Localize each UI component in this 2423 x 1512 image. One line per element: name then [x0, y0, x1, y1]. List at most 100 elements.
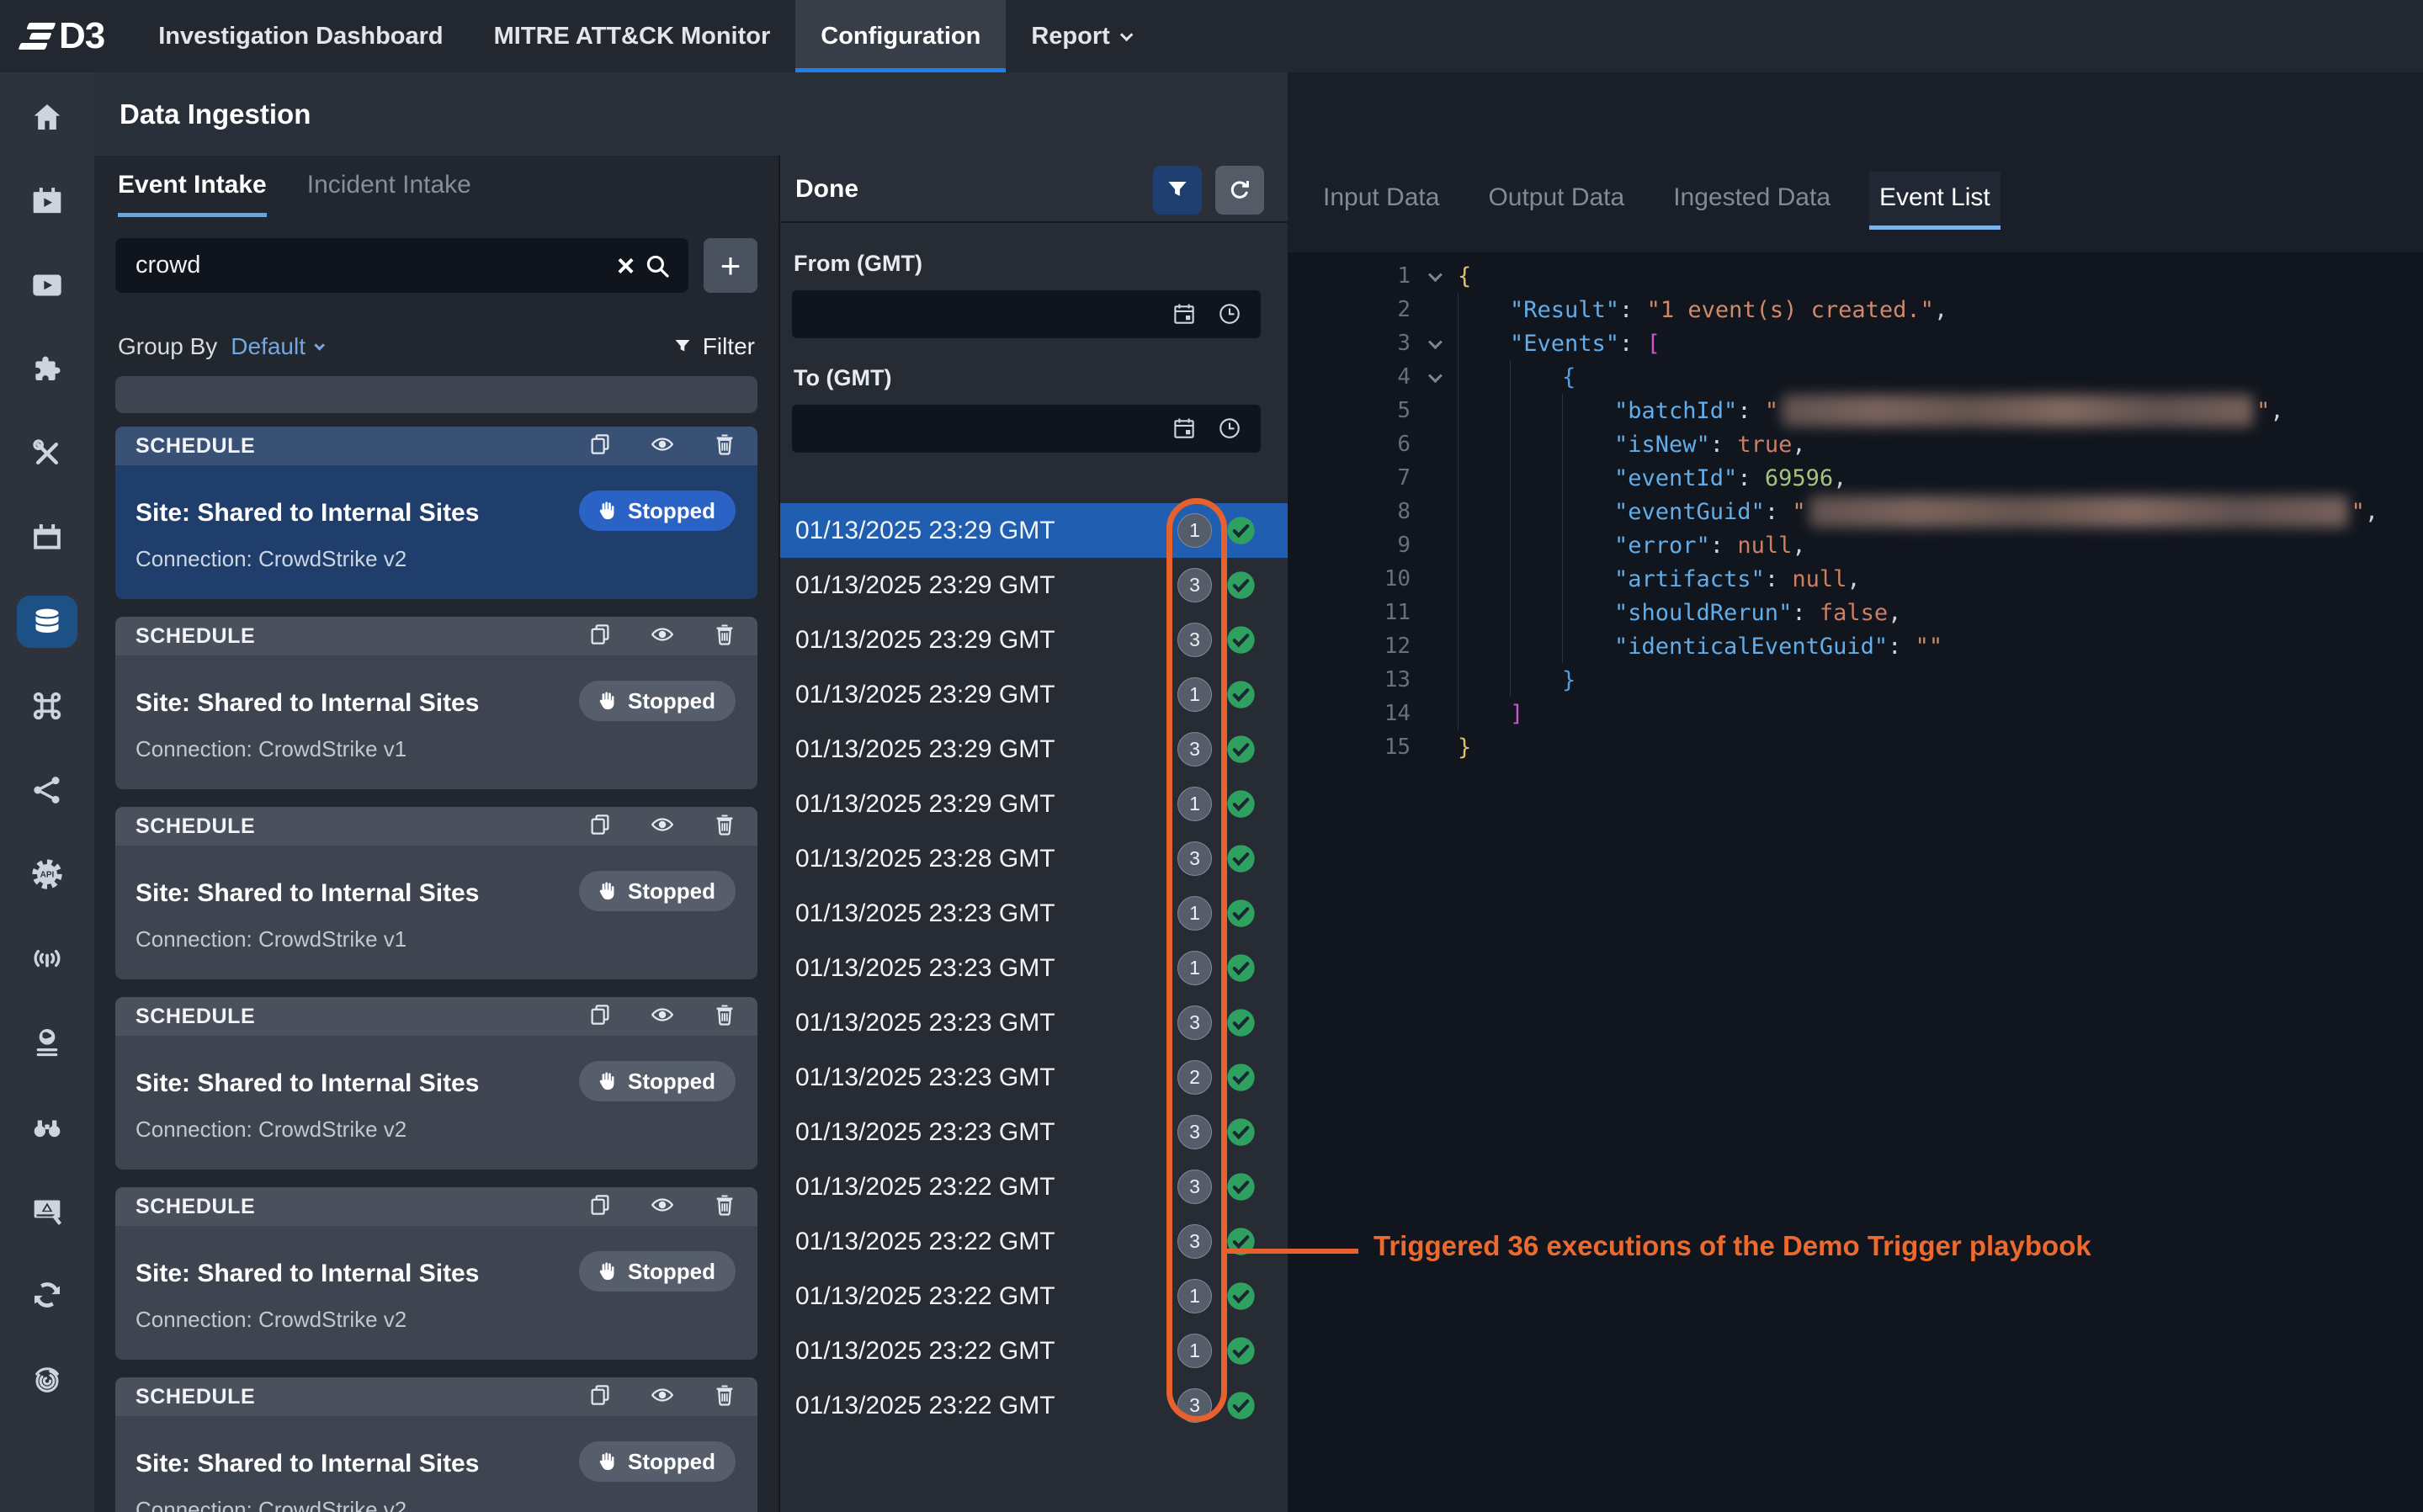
from-gmt-input[interactable] — [792, 290, 1261, 338]
schedule-card[interactable]: SCHEDULE Site: Shared to Internal Sites St… — [115, 427, 757, 599]
status-badge-stopped[interactable]: Stopped — [579, 871, 736, 911]
ingestion-run-row[interactable]: 01/13/2025 23:22 GMT 3 — [780, 1214, 1288, 1269]
sidebar-item-data-ingestion-database-icon[interactable] — [17, 596, 77, 648]
tab-event-intake[interactable]: Event Intake — [118, 171, 267, 217]
calendar-icon[interactable] — [1172, 416, 1197, 441]
status-badge-stopped[interactable]: Stopped — [579, 681, 736, 721]
sidebar-item-integrations-puzzle-icon[interactable] — [17, 343, 77, 395]
tab-output-data[interactable]: Output Data — [1488, 183, 1625, 211]
clear-search-icon[interactable]: × — [616, 247, 635, 283]
copy-button[interactable] — [587, 1192, 613, 1222]
to-gmt-input[interactable] — [792, 405, 1261, 453]
ingestion-run-row[interactable]: 01/13/2025 23:29 GMT 3 — [780, 613, 1288, 667]
indent-guide — [1458, 394, 1510, 427]
code-token: } — [1458, 734, 1472, 761]
ingestion-run-row[interactable]: 01/13/2025 23:23 GMT 2 — [780, 1050, 1288, 1105]
tab-event-list[interactable]: Event List — [1869, 172, 2001, 230]
ingestion-run-row[interactable]: 01/13/2025 23:29 GMT 1 — [780, 667, 1288, 722]
view-button[interactable] — [650, 1192, 675, 1222]
schedule-card[interactable]: SCHEDULE Site: Shared to Internal Sites St… — [115, 807, 757, 979]
search-input[interactable] — [115, 252, 608, 279]
collapse-chevron-icon[interactable] — [1427, 335, 1443, 350]
view-button[interactable] — [650, 622, 675, 651]
copy-button[interactable] — [587, 1002, 613, 1032]
sidebar-item-search-binoculars-icon[interactable] — [17, 1101, 77, 1153]
ingestion-run-row[interactable]: 01/13/2025 23:23 GMT 3 — [780, 1105, 1288, 1159]
code-line: 3 "Events": [ — [1288, 326, 2423, 360]
group-by-dropdown[interactable]: Default — [231, 333, 325, 360]
tab-incident-intake[interactable]: Incident Intake — [306, 171, 471, 199]
status-badge-stopped[interactable]: Stopped — [579, 491, 736, 531]
add-intake-button[interactable]: + — [704, 238, 757, 293]
queue-refresh-button[interactable] — [1215, 166, 1264, 215]
sidebar-item-utilities-tools-icon[interactable] — [17, 427, 77, 480]
schedule-card[interactable]: SCHEDULE Site: Shared to Internal Sites St… — [115, 997, 757, 1170]
ingestion-run-row[interactable]: 01/13/2025 23:29 GMT 3 — [780, 558, 1288, 613]
status-badge-stopped[interactable]: Stopped — [579, 1251, 736, 1292]
sidebar-item-web-globe-icon[interactable] — [17, 1016, 77, 1069]
delete-button[interactable] — [712, 1382, 737, 1412]
ingestion-run-row[interactable]: 01/13/2025 23:22 GMT 3 — [780, 1378, 1288, 1433]
filter-button[interactable]: Filter — [672, 333, 755, 360]
calendar-icon[interactable] — [1172, 301, 1197, 326]
d3-logo[interactable]: D3 — [0, 0, 133, 72]
sidebar-item-calendar-icon[interactable] — [17, 512, 77, 564]
schedule-card[interactable]: SCHEDULE Site: Shared to Internal Sites St… — [115, 1187, 757, 1360]
nav-item-mitre-att-ck-monitor[interactable]: MITRE ATT&CK Monitor — [469, 0, 796, 72]
sidebar-item-webhook-broadcast-icon[interactable] — [17, 932, 77, 984]
queue-filter-button[interactable] — [1153, 166, 1202, 215]
ingestion-run-row[interactable]: 01/13/2025 23:28 GMT 3 — [780, 831, 1288, 886]
delete-button[interactable] — [712, 432, 737, 461]
sidebar-item-command-icon[interactable] — [17, 680, 77, 732]
code-text: "eventId": 69596, — [1458, 461, 1846, 495]
delete-button[interactable] — [712, 1002, 737, 1032]
ingestion-run-row[interactable]: 01/13/2025 23:29 GMT 1 — [780, 777, 1288, 831]
ingestion-run-row[interactable]: 01/13/2025 23:23 GMT 1 — [780, 941, 1288, 995]
view-button[interactable] — [650, 1382, 675, 1412]
trash-icon — [716, 624, 733, 645]
tab-ingested-data[interactable]: Ingested Data — [1673, 183, 1831, 211]
clock-icon[interactable] — [1217, 301, 1242, 326]
schedule-card-partial[interactable] — [115, 376, 757, 413]
ingestion-run-row[interactable]: 01/13/2025 23:22 GMT 3 — [780, 1159, 1288, 1214]
schedule-card[interactable]: SCHEDULE Site: Shared to Internal Sites St… — [115, 1377, 757, 1512]
nav-item-investigation-dashboard[interactable]: Investigation Dashboard — [133, 0, 468, 72]
delete-button[interactable] — [712, 1192, 737, 1222]
nav-item-report[interactable]: Report — [1006, 0, 1154, 72]
schedule-card[interactable]: SCHEDULE Site: Shared to Internal Sites St… — [115, 617, 757, 789]
sidebar-item-calendar-play-icon[interactable] — [17, 175, 77, 227]
sidebar-item-playbook-library-icon[interactable] — [17, 259, 77, 311]
view-button[interactable] — [650, 432, 675, 461]
ingestion-run-row[interactable]: 01/13/2025 23:22 GMT 1 — [780, 1324, 1288, 1378]
view-button[interactable] — [650, 812, 675, 841]
indent-guide — [1458, 427, 1510, 461]
copy-button[interactable] — [587, 432, 613, 461]
nav-item-configuration[interactable]: Configuration — [795, 0, 1007, 72]
sidebar-item-incident-report-icon[interactable] — [17, 1185, 77, 1237]
copy-button[interactable] — [587, 812, 613, 841]
status-badge-stopped[interactable]: Stopped — [579, 1441, 736, 1482]
sidebar-item-connections-nodes-icon[interactable] — [17, 764, 77, 816]
copy-button[interactable] — [587, 1382, 613, 1412]
collapse-chevron-icon[interactable] — [1427, 268, 1443, 283]
ingestion-run-row[interactable]: 01/13/2025 23:23 GMT 1 — [780, 886, 1288, 941]
tab-input-data[interactable]: Input Data — [1323, 183, 1440, 211]
ingestion-run-row[interactable]: 01/13/2025 23:29 GMT 1 — [780, 503, 1288, 558]
ingestion-run-row[interactable]: 01/13/2025 23:23 GMT 3 — [780, 995, 1288, 1050]
view-button[interactable] — [650, 1002, 675, 1032]
sidebar-item-fingerprint-icon[interactable] — [17, 1353, 77, 1405]
sidebar-item-sync-icon[interactable] — [17, 1269, 77, 1321]
sidebar-item-api-gear-icon[interactable]: API — [17, 848, 77, 900]
sidebar-item-home-icon[interactable] — [17, 91, 77, 143]
delete-button[interactable] — [712, 622, 737, 651]
json-code: 1{2 "Result": "1 event(s) created.", 3 "Eve… — [1288, 259, 2423, 764]
search-icon[interactable] — [643, 252, 672, 280]
clock-icon[interactable] — [1217, 416, 1242, 441]
copy-button[interactable] — [587, 622, 613, 651]
ingestion-run-row[interactable]: 01/13/2025 23:22 GMT 1 — [780, 1269, 1288, 1324]
status-badge-stopped[interactable]: Stopped — [579, 1061, 736, 1101]
ingestion-run-row[interactable]: 01/13/2025 23:29 GMT 3 — [780, 722, 1288, 777]
code-gutter — [1411, 268, 1458, 283]
delete-button[interactable] — [712, 812, 737, 841]
collapse-chevron-icon[interactable] — [1427, 369, 1443, 384]
